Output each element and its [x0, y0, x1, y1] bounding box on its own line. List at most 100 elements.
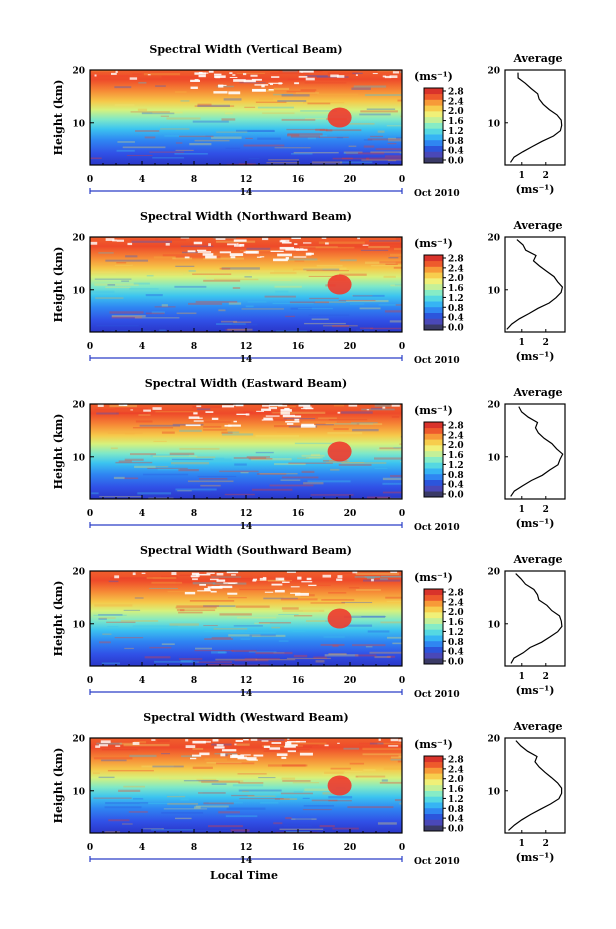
average-frame	[504, 403, 566, 500]
average-x-tick-label: 2	[543, 171, 549, 181]
colorbar-swatch	[424, 445, 443, 452]
colorbar-swatch	[424, 283, 443, 290]
colorbar-swatch	[424, 145, 443, 152]
x-tick-label: 8	[191, 843, 197, 853]
average-frame	[504, 737, 566, 834]
x-tick-label: 0	[87, 342, 93, 352]
colorbar-tick-label: 0.8	[448, 638, 464, 648]
x-tick-label: 16	[292, 676, 305, 686]
x-tick-label: 20	[344, 843, 357, 853]
date-label: Oct 2010	[414, 189, 460, 199]
colorbar-tick-label: 2.0	[448, 441, 464, 451]
average-title: Average	[512, 386, 562, 399]
colorbar-swatch	[424, 773, 443, 780]
average-x-tick-label: 1	[519, 171, 525, 181]
average-x-axis-label: (ms⁻¹)	[516, 183, 555, 196]
average-y-tick-label: 10	[487, 453, 500, 463]
x-tick-label: 0	[399, 843, 405, 853]
average-x-tick-label: 2	[543, 338, 549, 348]
colorbar-swatch	[424, 93, 443, 100]
date-label: Oct 2010	[414, 857, 460, 867]
date-label: Oct 2010	[414, 690, 460, 700]
x-tick-label: 0	[399, 676, 405, 686]
colorbar-unit: (ms⁻¹)	[414, 738, 453, 751]
colorbar-frame	[423, 755, 444, 832]
colorbar-frame	[423, 588, 444, 665]
average-x-axis-label: (ms⁻¹)	[516, 684, 555, 697]
average-profile-line	[510, 573, 563, 664]
colorbar-swatch	[424, 767, 443, 774]
y-tick-label: 10	[72, 620, 85, 630]
x-tick-label: 16	[292, 175, 305, 185]
colorbar-tick-label: 0.4	[448, 648, 464, 658]
colorbar-tick-label: 2.0	[448, 775, 464, 785]
average-y-tick-label: 20	[487, 234, 500, 244]
beam-panel-5: Spectral Width (Westward Beam)2010Height…	[52, 711, 566, 867]
x-tick-label: 12	[240, 175, 253, 185]
average-x-tick-label: 1	[519, 839, 525, 849]
colorbar-swatch	[424, 260, 443, 267]
colorbar-swatch	[424, 157, 443, 164]
x-tick-label: 0	[87, 175, 93, 185]
colorbar-swatch	[424, 134, 443, 141]
colorbar-swatch	[424, 784, 443, 791]
average-title: Average	[512, 52, 562, 65]
y-axis-label: Height (km)	[52, 414, 65, 490]
day-label: 14	[240, 856, 253, 866]
colorbar-tick-label: 0.4	[448, 481, 464, 491]
average-title: Average	[512, 720, 562, 733]
day-label: 14	[240, 522, 253, 532]
colorbar-swatch	[424, 139, 443, 146]
x-tick-label: 0	[399, 175, 405, 185]
colorbar-swatch	[424, 635, 443, 642]
colorbar-tick-label: 0.8	[448, 805, 464, 815]
colorbar-tick-label: 0.0	[448, 324, 464, 334]
colorbar-swatch	[424, 617, 443, 624]
colorbar-unit: (ms⁻¹)	[414, 404, 453, 417]
y-axis-label: Height (km)	[52, 748, 65, 824]
x-tick-label: 20	[344, 676, 357, 686]
colorbar-swatch	[424, 289, 443, 296]
x-tick-label: 8	[191, 342, 197, 352]
colorbar-swatch	[424, 278, 443, 285]
average-y-tick-label: 10	[487, 787, 500, 797]
spectral-width-heatmap	[90, 571, 402, 666]
spectral-width-heatmap	[90, 237, 402, 332]
average-x-tick-label: 2	[543, 839, 549, 849]
date-label: Oct 2010	[414, 356, 460, 366]
spectral-width-heatmap	[90, 404, 402, 499]
colorbar-swatch	[424, 301, 443, 308]
colorbar-swatch	[424, 462, 443, 469]
heatmap-field	[90, 404, 402, 499]
colorbar-tick-label: 0.0	[448, 491, 464, 501]
average-x-tick-label: 2	[543, 505, 549, 515]
convective-blob	[327, 107, 352, 128]
colorbar-swatch	[424, 612, 443, 619]
panel-title: Spectral Width (Vertical Beam)	[149, 43, 342, 56]
convective-blob	[327, 441, 352, 462]
colorbar-swatch	[424, 479, 443, 486]
x-tick-label: 8	[191, 509, 197, 519]
average-x-tick-label: 1	[519, 505, 525, 515]
colorbar-tick-label: 1.2	[448, 795, 464, 805]
y-tick-label: 20	[72, 401, 85, 411]
colorbar-swatch	[424, 105, 443, 112]
colorbar-swatch	[424, 295, 443, 302]
colorbar-tick-label: 2.8	[448, 88, 464, 98]
x-tick-label: 12	[240, 676, 253, 686]
beam-panel-4: Spectral Width (Southward Beam)2010Heigh…	[52, 544, 566, 700]
colorbar-tick-label: 0.0	[448, 825, 464, 835]
day-label: 14	[240, 355, 253, 365]
colorbar-tick-label: 2.8	[448, 589, 464, 599]
date-label: Oct 2010	[414, 523, 460, 533]
panel-title: Spectral Width (Northward Beam)	[140, 210, 352, 223]
colorbar-tick-label: 2.8	[448, 255, 464, 265]
colorbar-swatch	[424, 825, 443, 832]
colorbar-swatch	[424, 594, 443, 601]
colorbar-swatch	[424, 491, 443, 498]
x-tick-label: 8	[191, 175, 197, 185]
colorbar-unit: (ms⁻¹)	[414, 237, 453, 250]
y-tick-label: 10	[72, 453, 85, 463]
colorbar-swatch	[424, 623, 443, 630]
